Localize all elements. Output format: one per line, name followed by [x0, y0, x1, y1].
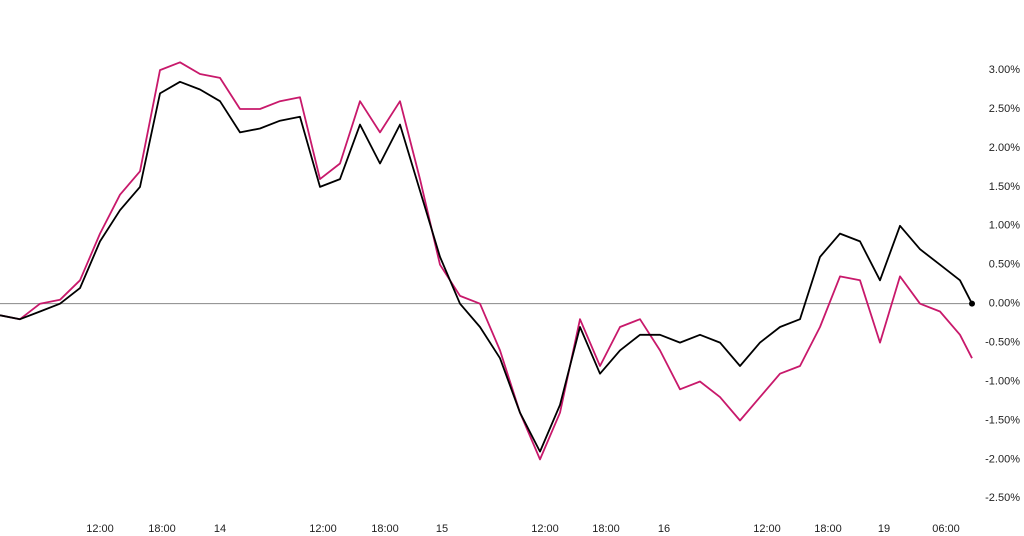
y-tick-label: 2.50%: [989, 103, 1020, 115]
series-line: [0, 80, 973, 453]
x-tick-label: 12:00: [86, 523, 114, 535]
y-tick-label: -2.50%: [985, 492, 1020, 504]
y-tick-label: 1.50%: [989, 181, 1020, 193]
x-tick-label: 16: [658, 523, 670, 535]
y-tick-label: 1.00%: [989, 220, 1020, 232]
x-tick-label: 06:00: [932, 523, 960, 535]
y-tick-label: -2.00%: [985, 453, 1020, 465]
y-tick-label: -1.50%: [985, 414, 1020, 426]
last-point: [969, 300, 975, 307]
x-tick-label: 18:00: [148, 523, 176, 535]
y-tick-label: 0.50%: [989, 259, 1020, 271]
y-tick-label: 3.00%: [989, 64, 1020, 76]
x-tick-label: 18:00: [371, 523, 399, 535]
x-tick-label: 12:00: [309, 523, 337, 535]
x-tick-label: 15: [436, 523, 448, 535]
x-tick-label: 18:00: [592, 523, 620, 535]
y-tick-label: -1.00%: [985, 375, 1020, 387]
y-tick-label: -0.50%: [985, 337, 1020, 349]
y-tick-label: 2.00%: [989, 142, 1020, 154]
x-tick-label: 14: [214, 523, 226, 535]
y-tick-label: 0.00%: [989, 298, 1020, 310]
x-tick-label: 12:00: [753, 523, 781, 535]
x-tick-label: 19: [878, 523, 890, 535]
series-line: [0, 61, 973, 461]
x-tick-label: 18:00: [814, 523, 842, 535]
x-tick-label: 12:00: [531, 523, 559, 535]
